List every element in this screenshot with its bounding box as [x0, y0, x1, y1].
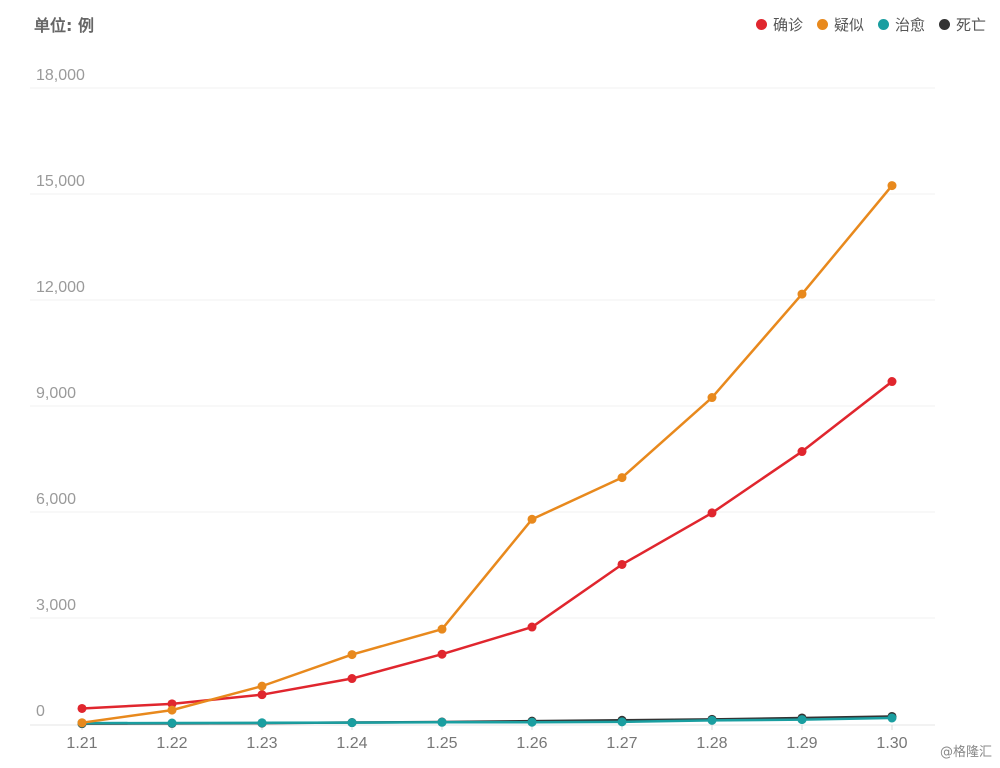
x-tick-label: 1.26 [516, 735, 547, 752]
y-tick-label: 18,000 [36, 67, 85, 84]
legend: 确诊 疑似 治愈 死亡 [755, 14, 986, 35]
x-tick-label: 1.30 [876, 735, 907, 752]
y-tick-label: 12,000 [36, 279, 85, 296]
data-point [527, 622, 537, 632]
x-tick-label: 1.22 [156, 735, 187, 752]
data-point [707, 393, 717, 403]
data-point [437, 624, 447, 634]
series-line-0 [81, 380, 893, 710]
data-point [617, 717, 627, 727]
data-point [887, 713, 897, 723]
legend-marker-icon [755, 19, 767, 30]
series-line-1 [81, 184, 893, 724]
data-point [167, 718, 177, 728]
x-tick-label: 1.29 [786, 735, 817, 752]
legend-label: 疑似 [833, 16, 864, 34]
data-point [707, 508, 717, 518]
y-tick-label: 6,000 [36, 491, 76, 508]
unit-label: 单位: 例 [34, 16, 94, 35]
data-point [77, 718, 87, 728]
y-tick-label: 9,000 [36, 385, 76, 402]
legend-item[interactable]: 死亡 [938, 14, 986, 35]
legend-label: 死亡 [955, 16, 986, 34]
x-tick-label: 1.27 [606, 735, 637, 752]
legend-label: 确诊 [772, 16, 803, 34]
data-point [437, 717, 447, 727]
legend-item[interactable]: 疑似 [816, 14, 864, 35]
legend-marker-icon [938, 19, 950, 30]
data-point [257, 718, 267, 728]
legend-marker-icon [877, 19, 889, 30]
x-tick-label: 1.28 [696, 735, 727, 752]
series-line-2 [81, 716, 893, 725]
y-tick-label: 15,000 [36, 173, 85, 190]
data-point [167, 705, 177, 715]
data-point [887, 377, 897, 387]
x-tick-label: 1.23 [246, 735, 277, 752]
data-point [617, 473, 627, 483]
y-tick-label: 3,000 [36, 597, 76, 614]
data-point [257, 681, 267, 691]
data-point [527, 514, 537, 524]
data-point [707, 715, 717, 725]
data-point [77, 703, 87, 713]
x-tick-label: 1.21 [66, 735, 97, 752]
data-point [347, 650, 357, 660]
data-point [797, 715, 807, 725]
data-point [797, 447, 807, 457]
y-tick-label: 0 [36, 703, 45, 720]
data-point [347, 674, 357, 684]
data-point [527, 717, 537, 727]
legend-label: 治愈 [894, 16, 925, 34]
x-tick-label: 1.25 [426, 735, 457, 752]
data-point [257, 690, 267, 700]
x-tick-label: 1.24 [336, 735, 367, 752]
data-point [347, 718, 357, 728]
data-point [167, 699, 177, 709]
legend-marker-icon [816, 19, 828, 30]
data-point [617, 559, 627, 569]
data-point [887, 181, 897, 191]
watermark: @格隆汇 [939, 745, 992, 760]
data-point [437, 649, 447, 659]
legend-item[interactable]: 治愈 [877, 14, 925, 35]
legend-item[interactable]: 确诊 [755, 14, 803, 35]
data-point [797, 289, 807, 299]
